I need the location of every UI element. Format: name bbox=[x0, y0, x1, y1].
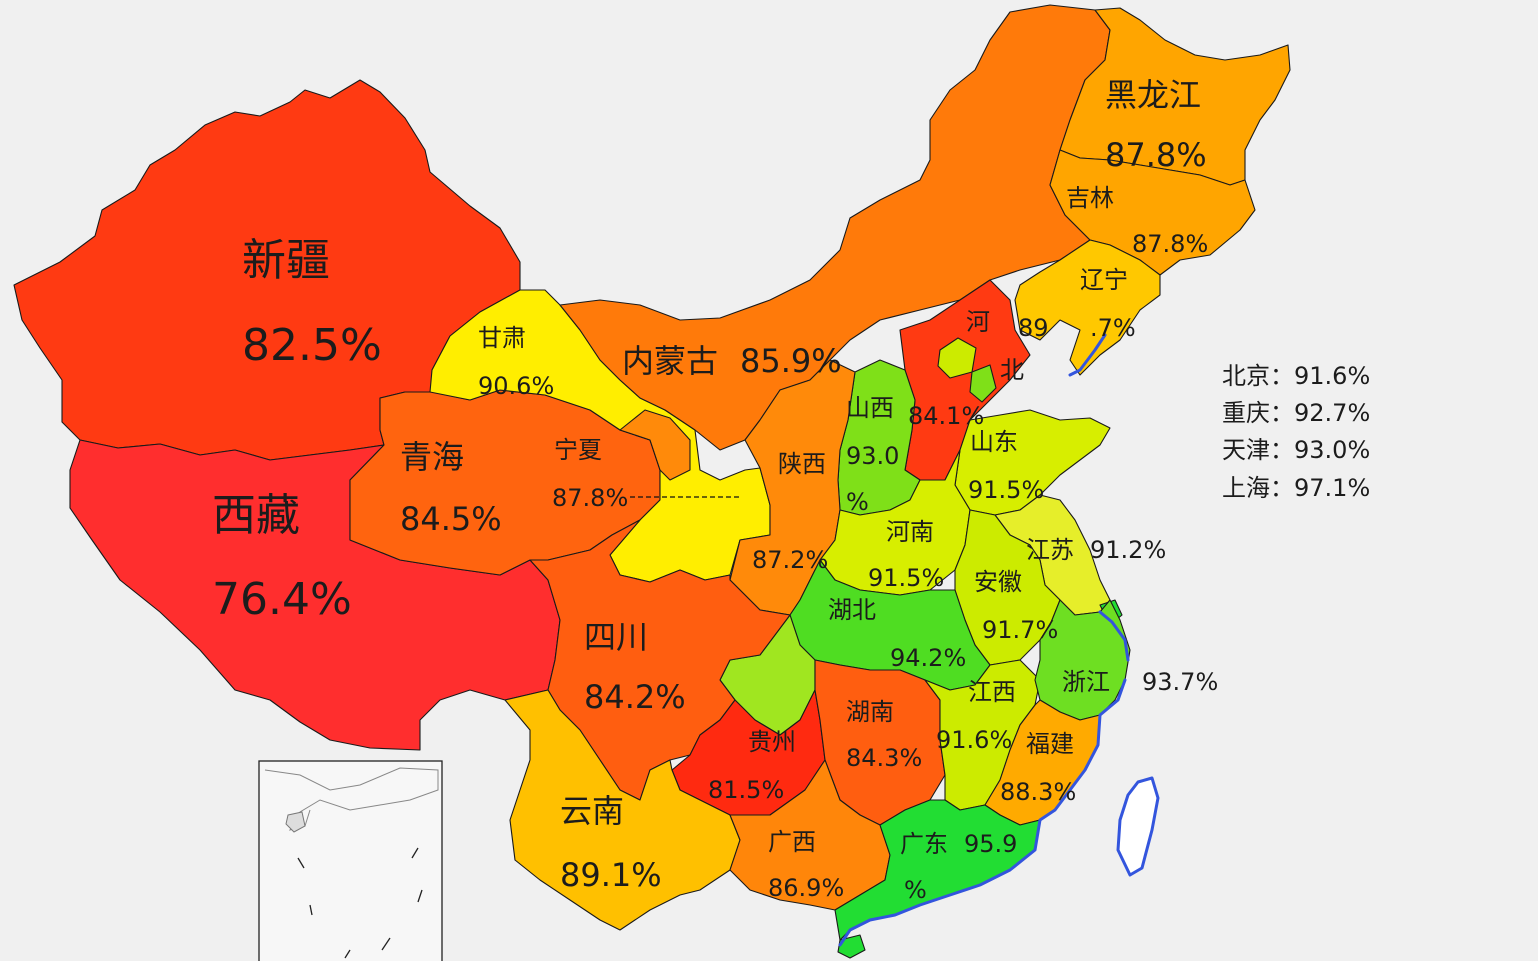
label-shandong-name: 山东 bbox=[970, 428, 1018, 456]
legend-pct: 97.1% bbox=[1294, 474, 1371, 502]
label-jilin-name: 吉林 bbox=[1066, 184, 1114, 212]
label-guizhou-name: 贵州 bbox=[748, 728, 796, 756]
region-liaoning[interactable] bbox=[1014, 239, 1161, 376]
legend-city: 上海： bbox=[1222, 474, 1294, 502]
label-guangdong-name: 广东 bbox=[900, 830, 948, 858]
label-heilongjiang-name: 黑龙江 bbox=[1105, 76, 1201, 114]
label-guangdong-pct-b: % bbox=[904, 876, 927, 904]
label-jiangxi-pct: 91.6% bbox=[936, 726, 1012, 754]
label-hunan-name: 湖南 bbox=[846, 698, 894, 726]
label-ningxia-pct: 87.8% bbox=[552, 484, 628, 512]
label-xinjiang-pct: 82.5% bbox=[242, 320, 382, 371]
label-xizang-name: 西藏 bbox=[212, 490, 300, 541]
label-guangxi-name: 广西 bbox=[768, 828, 816, 856]
label-jiangsu-pct: 91.2% bbox=[1090, 536, 1166, 564]
label-gansu-pct: 90.6% bbox=[478, 372, 554, 400]
label-ningxia-name: 宁夏 bbox=[554, 436, 602, 464]
label-henan-pct: 91.5% bbox=[868, 564, 944, 592]
label-fujian-name: 福建 bbox=[1026, 730, 1074, 758]
label-liaoning-pct-a: 89 bbox=[1018, 314, 1049, 342]
label-hebei-pct: 84.1% bbox=[908, 402, 984, 430]
region-tianjin[interactable] bbox=[969, 364, 997, 403]
label-hubei-pct: 94.2% bbox=[890, 644, 966, 672]
label-neimenggu-pct: 85.9% bbox=[740, 342, 842, 380]
legend-tianjin: 天津：93.0% bbox=[1222, 430, 1370, 465]
region-hainan[interactable] bbox=[837, 934, 866, 959]
legend-chongqing: 重庆：92.7% bbox=[1222, 393, 1370, 428]
legend-city: 北京： bbox=[1222, 362, 1294, 390]
label-neimenggu-name: 内蒙古 bbox=[622, 342, 718, 380]
inset-islands bbox=[297, 847, 423, 959]
south-china-sea-inset bbox=[258, 760, 443, 961]
label-fujian-pct: 88.3% bbox=[1000, 778, 1076, 806]
label-sichuan-pct: 84.2% bbox=[584, 678, 686, 716]
label-hunan-pct: 84.3% bbox=[846, 744, 922, 772]
label-hubei-name: 湖北 bbox=[828, 596, 876, 624]
legend-pct: 92.7% bbox=[1294, 399, 1371, 427]
label-heilongjiang-pct: 87.8% bbox=[1105, 136, 1207, 174]
label-liaoning-name: 辽宁 bbox=[1080, 266, 1128, 294]
label-xinjiang-name: 新疆 bbox=[242, 235, 330, 286]
label-guangdong-pct-a: 95.9 bbox=[964, 830, 1017, 858]
label-shanxi-pct-b: % bbox=[846, 488, 869, 516]
label-qinghai-pct: 84.5% bbox=[400, 500, 502, 538]
label-shanxi-pct-a: 93.0 bbox=[846, 442, 899, 470]
label-zhejiang-name: 浙江 bbox=[1062, 668, 1110, 696]
label-hebei-name-a: 河 bbox=[966, 308, 990, 336]
label-xizang-pct: 76.4% bbox=[212, 574, 352, 625]
label-shaanxi-pct: 87.2% bbox=[752, 546, 828, 574]
label-jiangxi-name: 江西 bbox=[968, 678, 1016, 706]
label-shanxi-name: 山西 bbox=[846, 394, 894, 422]
label-gansu-name: 甘肃 bbox=[478, 324, 526, 352]
label-yunnan-pct: 89.1% bbox=[560, 856, 662, 894]
legend-beijing: 北京：91.6% bbox=[1222, 356, 1370, 391]
legend-pct: 93.0% bbox=[1294, 436, 1371, 464]
legend-city: 天津： bbox=[1222, 436, 1294, 464]
taiwan-coastline bbox=[1116, 776, 1160, 877]
label-guangxi-pct: 86.9% bbox=[768, 874, 844, 902]
legend-shanghai: 上海：97.1% bbox=[1222, 468, 1370, 503]
label-jiangsu-name: 江苏 bbox=[1026, 536, 1074, 564]
label-henan-name: 河南 bbox=[886, 518, 934, 546]
label-guizhou-pct: 81.5% bbox=[708, 776, 784, 804]
label-sichuan-name: 四川 bbox=[584, 618, 648, 656]
label-qinghai-name: 青海 bbox=[400, 438, 464, 476]
label-yunnan-name: 云南 bbox=[560, 792, 624, 830]
coastline bbox=[838, 333, 1130, 947]
label-zhejiang-pct: 93.7% bbox=[1142, 668, 1218, 696]
label-shaanxi-name: 陕西 bbox=[778, 450, 826, 478]
label-anhui-name: 安徽 bbox=[974, 568, 1022, 596]
legend-pct: 91.6% bbox=[1294, 362, 1371, 390]
label-liaoning-pct-b: .7% bbox=[1090, 314, 1136, 342]
region-ningxia[interactable] bbox=[619, 409, 691, 481]
label-shandong-pct: 91.5% bbox=[968, 476, 1044, 504]
inset-hainan bbox=[285, 811, 306, 833]
label-anhui-pct: 91.7% bbox=[982, 616, 1058, 644]
label-jilin-pct: 87.8% bbox=[1132, 230, 1208, 258]
legend-city: 重庆： bbox=[1222, 399, 1294, 427]
label-hebei-name-b: 北 bbox=[1000, 356, 1024, 384]
